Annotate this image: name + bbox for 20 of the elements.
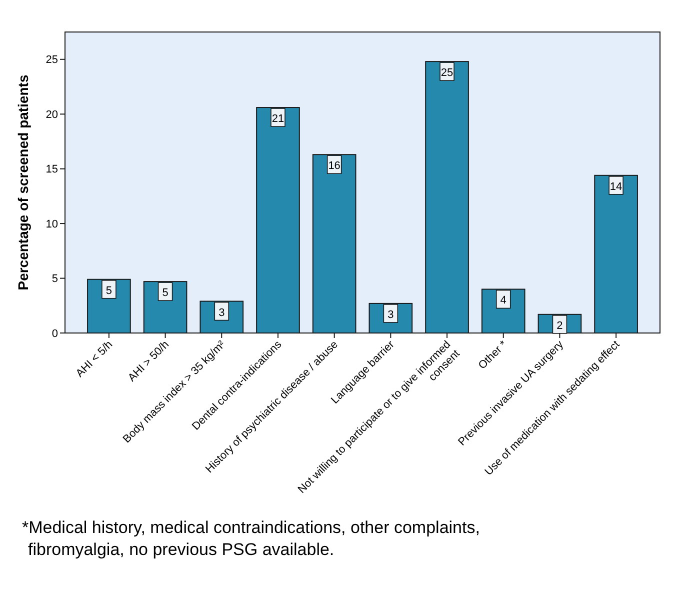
- x-tick-label: AHI > 50/h: [126, 338, 172, 384]
- data-label: 21: [272, 113, 284, 126]
- data-label: 2: [556, 320, 563, 332]
- data-label: 3: [388, 308, 394, 321]
- y-tick-label: 0: [52, 328, 58, 340]
- data-label: 16: [328, 160, 340, 172]
- data-label: 4: [500, 294, 506, 307]
- y-tick-label: 20: [46, 108, 58, 121]
- data-label: 14: [610, 180, 622, 193]
- data-label: 5: [162, 287, 168, 300]
- y-tick-label: 10: [46, 218, 58, 230]
- y-tick-label: 15: [46, 164, 58, 176]
- y-tick-label: 5: [52, 273, 58, 286]
- data-label: 25: [440, 67, 454, 80]
- x-tick-label: AHI < 5/h: [74, 338, 116, 380]
- data-label: 3: [218, 306, 225, 319]
- data-label: 5: [106, 284, 112, 297]
- text: *Medical history, medical contraindications, other complaints, fibromyalgia, no previous PSG available.: [22, 518, 480, 559]
- y-axis-title: Percentage of screened patients: [15, 74, 31, 290]
- y-tick-label: 25: [46, 54, 58, 66]
